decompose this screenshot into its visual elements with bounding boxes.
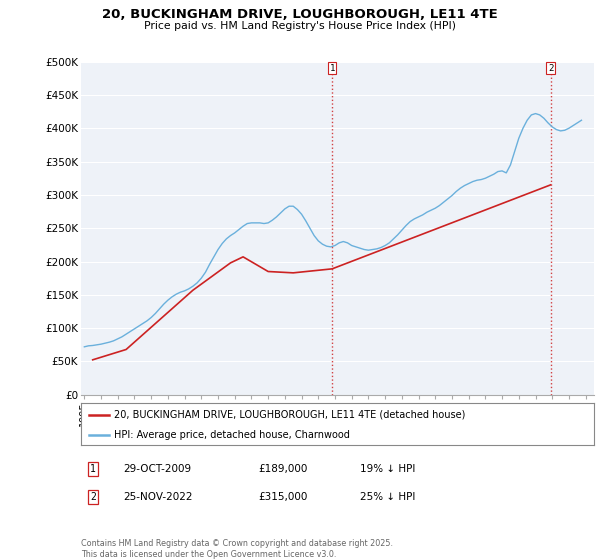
Text: 20, BUCKINGHAM DRIVE, LOUGHBOROUGH, LE11 4TE (detached house): 20, BUCKINGHAM DRIVE, LOUGHBOROUGH, LE11… bbox=[115, 410, 466, 420]
Text: Contains HM Land Registry data © Crown copyright and database right 2025.
This d: Contains HM Land Registry data © Crown c… bbox=[81, 539, 393, 559]
Text: 2: 2 bbox=[548, 64, 553, 73]
Text: Price paid vs. HM Land Registry's House Price Index (HPI): Price paid vs. HM Land Registry's House … bbox=[144, 21, 456, 31]
Text: HPI: Average price, detached house, Charnwood: HPI: Average price, detached house, Char… bbox=[115, 430, 350, 440]
Text: 19% ↓ HPI: 19% ↓ HPI bbox=[360, 464, 415, 474]
Text: 25-NOV-2022: 25-NOV-2022 bbox=[123, 492, 193, 502]
Text: 2: 2 bbox=[90, 492, 96, 502]
Text: 1: 1 bbox=[90, 464, 96, 474]
Text: 29-OCT-2009: 29-OCT-2009 bbox=[123, 464, 191, 474]
Text: £189,000: £189,000 bbox=[258, 464, 307, 474]
Text: £315,000: £315,000 bbox=[258, 492, 307, 502]
Text: 25% ↓ HPI: 25% ↓ HPI bbox=[360, 492, 415, 502]
Text: 20, BUCKINGHAM DRIVE, LOUGHBOROUGH, LE11 4TE: 20, BUCKINGHAM DRIVE, LOUGHBOROUGH, LE11… bbox=[102, 8, 498, 21]
Text: 1: 1 bbox=[329, 64, 335, 73]
